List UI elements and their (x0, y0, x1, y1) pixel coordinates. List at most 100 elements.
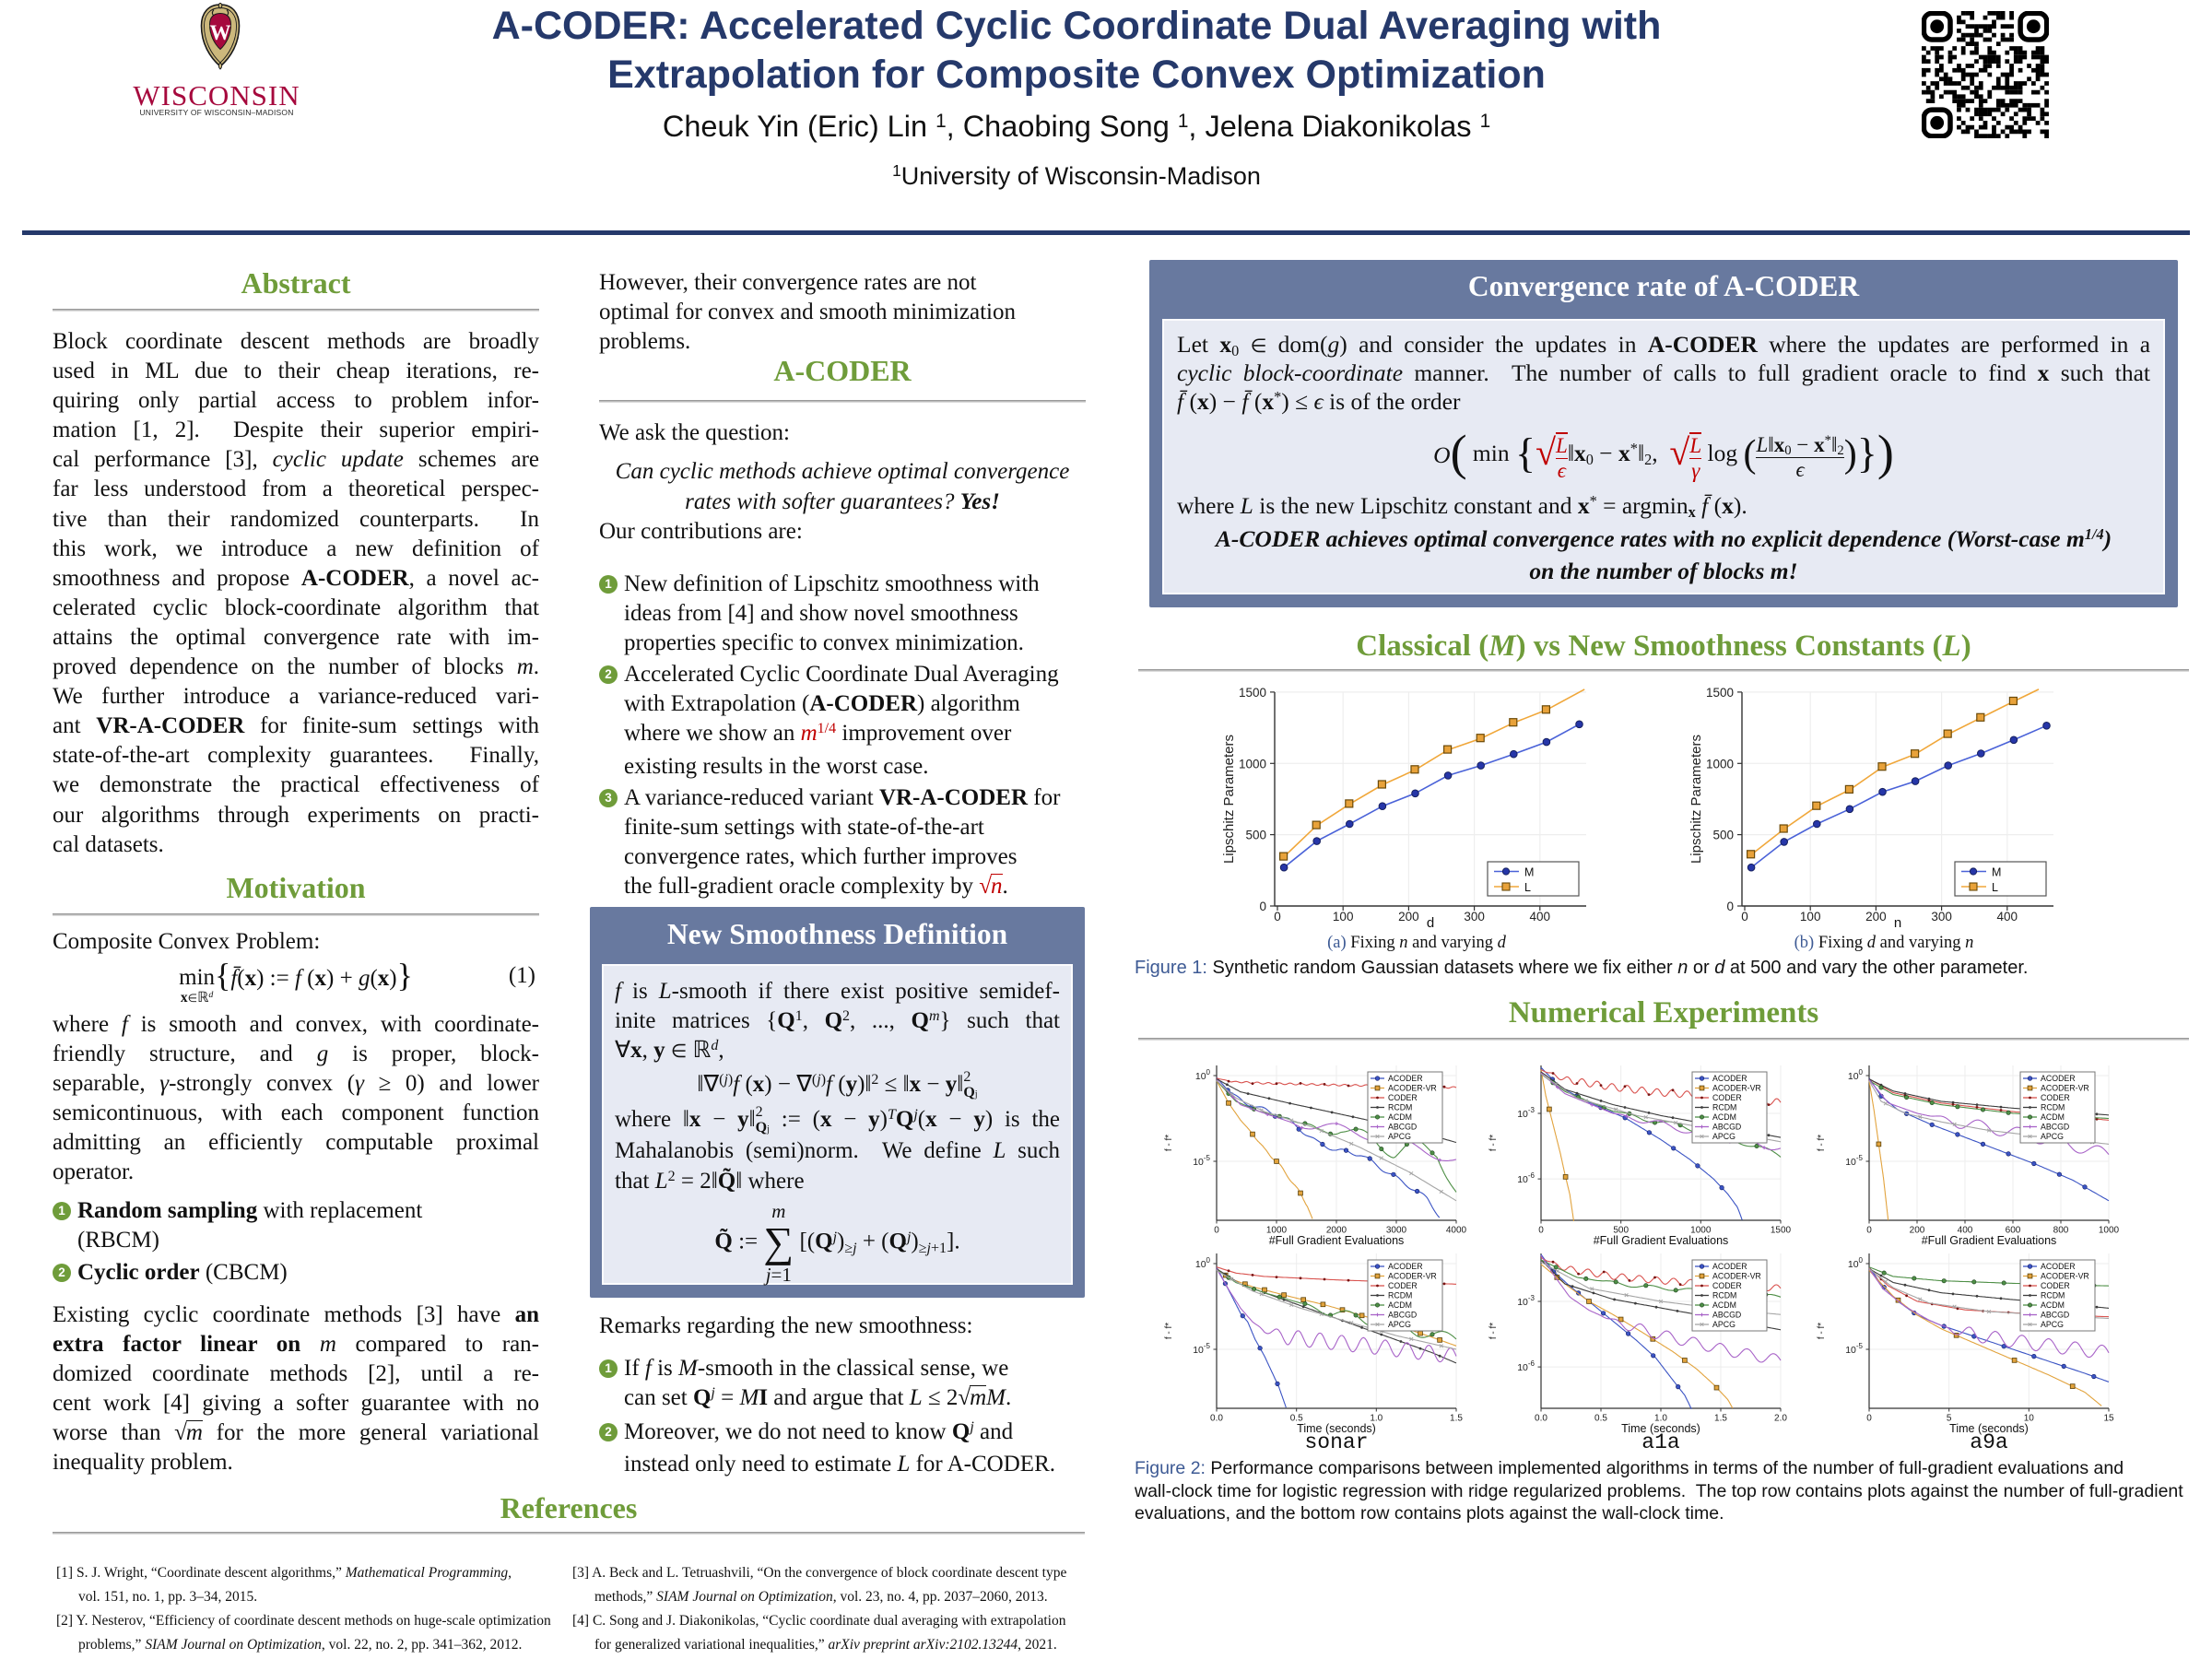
svg-text:2.0: 2.0 (1774, 1414, 1787, 1424)
svg-text:1.0: 1.0 (1654, 1414, 1667, 1424)
svg-text:ACODER-VR: ACODER-VR (1388, 1272, 1437, 1281)
svg-text:10-5: 10-5 (1193, 1342, 1210, 1356)
svg-text:1500: 1500 (1771, 1226, 1792, 1236)
svg-text:400: 400 (1997, 910, 2018, 924)
svg-text:100: 100 (1800, 910, 1821, 924)
svg-text:ACODER: ACODER (2041, 1074, 2076, 1083)
svg-text:Time (seconds): Time (seconds) (1949, 1422, 2029, 1435)
svg-text:M: M (1992, 866, 2001, 879)
svg-text:#Full Gradient Evaluations: #Full Gradient Evaluations (1594, 1234, 1729, 1247)
svg-text:CODER: CODER (1712, 1281, 1742, 1290)
svg-text:200: 200 (1398, 910, 1419, 924)
svg-text:0: 0 (1214, 1226, 1219, 1236)
svg-text:f - f*: f - f* (1488, 1323, 1499, 1339)
svg-text:d: d (1427, 915, 1434, 931)
svg-text:ACODER: ACODER (1388, 1074, 1423, 1083)
svg-text:APCG: APCG (1388, 1132, 1411, 1141)
svg-text:200: 200 (1910, 1226, 1925, 1236)
svg-text:#Full Gradient Evaluations: #Full Gradient Evaluations (1922, 1234, 2057, 1247)
svg-text:RCDM: RCDM (1712, 1103, 1736, 1112)
svg-text:ABCGD: ABCGD (1388, 1123, 1417, 1132)
svg-text:2000: 2000 (1326, 1226, 1347, 1236)
svg-text:ACDM: ACDM (1712, 1300, 1736, 1310)
svg-text:1.0: 1.0 (1370, 1414, 1382, 1424)
svg-text:ACDM: ACDM (1388, 1300, 1412, 1310)
svg-text:APCG: APCG (1712, 1132, 1735, 1141)
svg-text:RCDM: RCDM (2041, 1291, 2065, 1300)
svg-text:APCG: APCG (1388, 1320, 1411, 1329)
svg-text:300: 300 (1931, 910, 1952, 924)
svg-text:ABCGD: ABCGD (1712, 1311, 1741, 1320)
svg-text:ACODER-VR: ACODER-VR (1388, 1084, 1437, 1093)
svg-text:1000: 1000 (1266, 1226, 1288, 1236)
svg-text:ACODER-VR: ACODER-VR (1712, 1084, 1761, 1093)
svg-text:ABCGD: ABCGD (1712, 1123, 1741, 1132)
svg-text:600: 600 (2006, 1226, 2021, 1236)
svg-text:0: 0 (1866, 1226, 1872, 1236)
svg-text:100: 100 (1333, 910, 1354, 924)
svg-text:W: W (210, 21, 231, 44)
svg-text:L: L (1992, 881, 1998, 894)
svg-text:ACODER: ACODER (1712, 1262, 1747, 1271)
svg-text:M: M (1524, 866, 1534, 879)
svg-text:10-6: 10-6 (1517, 1359, 1535, 1373)
svg-text:1000: 1000 (1239, 757, 1266, 771)
svg-text:10-5: 10-5 (1845, 1342, 1863, 1356)
svg-text:0.0: 0.0 (1210, 1414, 1223, 1424)
svg-text:ACDM: ACDM (1388, 1112, 1412, 1122)
svg-text:0: 0 (1274, 910, 1281, 924)
svg-text:APCG: APCG (1712, 1320, 1735, 1329)
svg-text:APCG: APCG (2041, 1132, 2064, 1141)
svg-text:ACDM: ACDM (2041, 1300, 2065, 1310)
svg-text:CODER: CODER (2041, 1093, 2070, 1102)
svg-text:10-5: 10-5 (1193, 1154, 1210, 1168)
svg-text:ACDM: ACDM (1712, 1112, 1736, 1122)
svg-text:f - f*: f - f* (1817, 1323, 1827, 1339)
svg-text:CODER: CODER (1388, 1281, 1418, 1290)
svg-text:n: n (1894, 915, 1901, 931)
svg-text:1500: 1500 (1706, 686, 1734, 700)
svg-text:0.0: 0.0 (1535, 1414, 1547, 1424)
svg-text:100: 100 (1195, 1256, 1211, 1270)
svg-text:5: 5 (1947, 1414, 1952, 1424)
svg-text:ABCGD: ABCGD (2041, 1311, 2069, 1320)
svg-text:ACODER: ACODER (1388, 1262, 1423, 1271)
svg-text:ACODER-VR: ACODER-VR (1712, 1272, 1761, 1281)
svg-text:ABCGD: ABCGD (2041, 1123, 2069, 1132)
svg-text:0.5: 0.5 (1594, 1414, 1607, 1424)
svg-text:0.5: 0.5 (1290, 1414, 1303, 1424)
svg-text:Lipschitz Parameters: Lipschitz Parameters (1688, 735, 1704, 864)
svg-text:ACODER: ACODER (2041, 1262, 2076, 1271)
svg-text:APCG: APCG (2041, 1320, 2064, 1329)
svg-text:0: 0 (1259, 900, 1266, 913)
svg-text:400: 400 (1958, 1226, 1973, 1236)
svg-text:1000: 1000 (1706, 757, 1734, 771)
svg-text:ACDM: ACDM (2041, 1112, 2065, 1122)
svg-text:CODER: CODER (2041, 1281, 2070, 1290)
svg-text:10: 10 (2024, 1414, 2035, 1424)
svg-text:ACODER-VR: ACODER-VR (2041, 1272, 2089, 1281)
svg-text:f - f*: f - f* (1817, 1135, 1827, 1151)
svg-text:500: 500 (1245, 829, 1266, 842)
svg-text:10-5: 10-5 (1845, 1154, 1863, 1168)
svg-text:1.5: 1.5 (1714, 1414, 1727, 1424)
svg-text:800: 800 (2053, 1226, 2069, 1236)
svg-text:L: L (1524, 881, 1531, 894)
svg-text:Time (seconds): Time (seconds) (1621, 1422, 1700, 1435)
svg-text:10-6: 10-6 (1517, 1171, 1535, 1185)
svg-text:ACODER-VR: ACODER-VR (2041, 1084, 2089, 1093)
svg-text:3000: 3000 (1386, 1226, 1407, 1236)
svg-text:CODER: CODER (1388, 1093, 1418, 1102)
svg-text:CODER: CODER (1712, 1093, 1742, 1102)
svg-text:100: 100 (1848, 1068, 1864, 1082)
svg-text:0: 0 (1726, 900, 1734, 913)
svg-text:Lipschitz Parameters: Lipschitz Parameters (1221, 735, 1237, 864)
svg-text:f - f*: f - f* (1488, 1135, 1499, 1151)
svg-text:#Full Gradient Evaluations: #Full Gradient Evaluations (1269, 1234, 1405, 1247)
svg-text:300: 300 (1464, 910, 1485, 924)
svg-text:0: 0 (1538, 1226, 1544, 1236)
svg-text:1000: 1000 (1690, 1226, 1712, 1236)
svg-text:RCDM: RCDM (2041, 1103, 2065, 1112)
svg-text:15: 15 (2103, 1414, 2114, 1424)
svg-text:RCDM: RCDM (1388, 1291, 1412, 1300)
